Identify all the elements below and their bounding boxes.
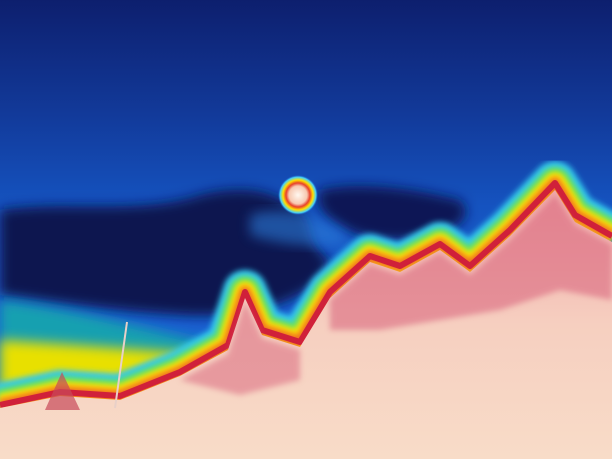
treeline — [330, 195, 612, 330]
tree — [45, 372, 80, 410]
ground — [0, 190, 612, 459]
ridge-glow — [0, 161, 612, 427]
moon — [278, 175, 318, 215]
pole — [114, 321, 128, 409]
treeline — [180, 302, 300, 395]
cloud-light — [250, 211, 350, 246]
cloud — [0, 189, 330, 316]
